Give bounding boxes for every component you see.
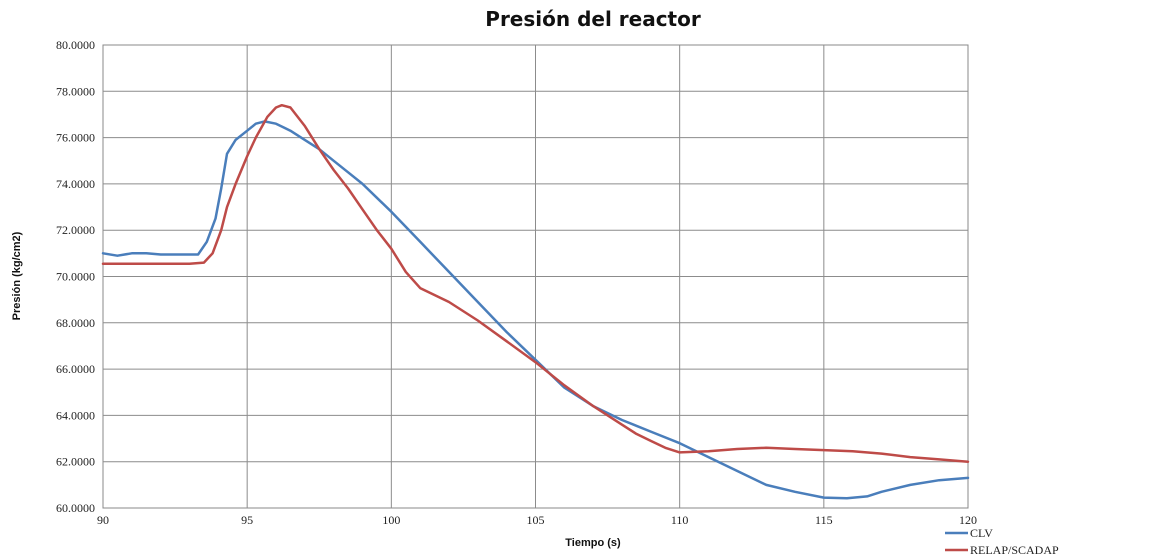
x-axis-label: Tiempo (s) xyxy=(565,537,621,549)
x-tick-label: 90 xyxy=(97,513,109,527)
y-tick-label: 68.0000 xyxy=(56,316,95,330)
y-tick-label: 66.0000 xyxy=(56,362,95,376)
y-tick-label: 76.0000 xyxy=(56,131,95,145)
y-tick-label: 78.0000 xyxy=(56,84,95,98)
series-layer xyxy=(101,103,970,500)
gridlines xyxy=(103,45,968,508)
chart-title: Presión del reactor xyxy=(485,7,701,31)
y-tick-label: 80.0000 xyxy=(56,38,95,52)
series-line-1 xyxy=(101,120,970,500)
y-tick-label: 62.0000 xyxy=(56,455,95,469)
y-tick-label: 74.0000 xyxy=(56,177,95,191)
legend: CLV RELAP/SCADAP xyxy=(945,526,1059,554)
series-line-2 xyxy=(101,103,970,463)
x-tick-label: 95 xyxy=(241,513,253,527)
x-tick-label: 105 xyxy=(527,513,545,527)
y-tick-label: 72.0000 xyxy=(56,223,95,237)
x-tick-label: 115 xyxy=(815,513,833,527)
x-tick-label: 100 xyxy=(382,513,400,527)
x-axis-ticks: 90 95 100 105 110 115 120 xyxy=(97,513,977,527)
legend-label: RELAP/SCADAP xyxy=(970,543,1059,554)
legend-label: CLV xyxy=(970,526,993,540)
y-tick-label: 60.0000 xyxy=(56,501,95,515)
y-tick-label: 64.0000 xyxy=(56,408,95,422)
y-axis-label: Presión (kg/cm2) xyxy=(11,231,23,320)
y-axis-ticks: 60.0000 62.0000 64.0000 66.0000 68.0000 70.00… xyxy=(56,38,95,515)
y-tick-label: 70.0000 xyxy=(56,270,95,284)
x-tick-label: 120 xyxy=(959,513,977,527)
x-tick-label: 110 xyxy=(671,513,689,527)
